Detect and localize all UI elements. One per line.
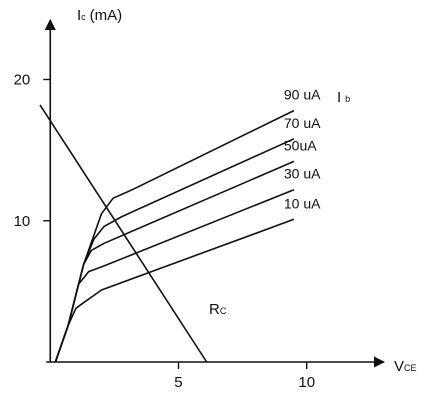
x-tick-label: 10 bbox=[298, 374, 315, 391]
load-line bbox=[39, 104, 208, 363]
x-axis-label-subscript: CE bbox=[404, 363, 417, 373]
family-label-symbol: I bbox=[337, 89, 341, 106]
x-tick-label: 5 bbox=[174, 374, 182, 391]
series-curve bbox=[54, 109, 295, 363]
y-axis-label-symbol: I bbox=[77, 7, 81, 24]
characteristic-curves: 90 uA 70 uA 50uA 30 uA 10 uA bbox=[54, 87, 321, 363]
y-tick-label: 20 bbox=[14, 72, 31, 89]
series-curve bbox=[54, 188, 295, 363]
series-label: 30 uA bbox=[284, 166, 321, 182]
axes: 20 10 5 10 bbox=[14, 18, 386, 391]
series-label: 50uA bbox=[284, 137, 317, 153]
y-axis-label-subscript: c bbox=[81, 12, 86, 22]
load-line-group bbox=[39, 104, 208, 363]
series-curve bbox=[54, 218, 295, 363]
series-label: 90 uA bbox=[284, 87, 321, 103]
series-label: 70 uA bbox=[284, 115, 321, 131]
load-line-label-subscript: C bbox=[220, 306, 227, 316]
x-axis-label: VCE bbox=[394, 358, 417, 375]
x-axis-label-symbol: V bbox=[394, 358, 404, 375]
load-line-label: RC bbox=[209, 301, 227, 318]
load-line-label-symbol: R bbox=[209, 301, 220, 318]
y-axis-label-unit: (mA) bbox=[90, 7, 123, 24]
y-axis-label: Ic (mA) bbox=[77, 7, 122, 24]
series-label: 10 uA bbox=[284, 195, 321, 211]
y-tick-label: 10 bbox=[14, 213, 31, 230]
series-curve bbox=[54, 160, 295, 363]
family-label-subscript: b bbox=[345, 94, 350, 104]
